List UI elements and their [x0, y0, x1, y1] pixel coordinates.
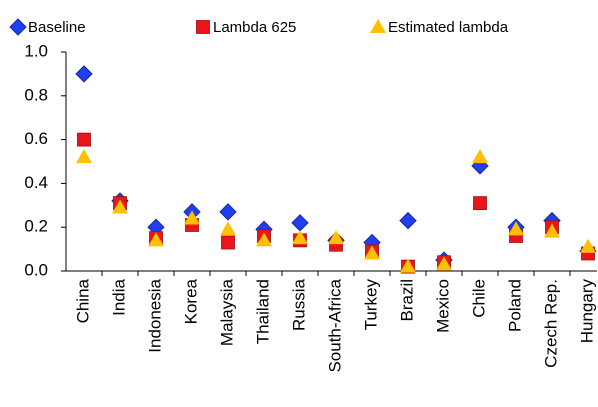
legend-marker — [9, 18, 27, 36]
x-tick-label: Brazil — [397, 279, 416, 322]
point — [221, 235, 235, 250]
y-tick-label: 0.8 — [24, 85, 48, 104]
point — [112, 199, 128, 214]
point — [292, 230, 308, 245]
legend-label: Lambda 625 — [213, 19, 296, 36]
point — [328, 230, 344, 245]
y-tick-label: 0.4 — [24, 173, 48, 192]
point — [472, 149, 488, 164]
point — [76, 149, 92, 164]
x-tick-label: China — [73, 278, 92, 323]
point — [77, 132, 91, 147]
x-tick-label: Turkey — [361, 279, 380, 331]
x-tick-label: Korea — [181, 278, 200, 324]
x-tick-label: Mexico — [433, 279, 452, 333]
point — [544, 223, 560, 238]
x-tick-label: Chile — [469, 279, 488, 318]
point — [184, 210, 200, 225]
x-tick-label: Thailand — [253, 279, 272, 344]
point — [473, 196, 487, 211]
x-tick-label: Hungary — [577, 279, 596, 344]
point — [75, 65, 93, 83]
y-tick-label: 0.6 — [24, 129, 48, 148]
x-tick-label: Poland — [505, 279, 524, 332]
x-tick-label: Indonesia — [145, 278, 164, 352]
legend-label: Estimated lambda — [388, 19, 509, 36]
x-tick-label: South-Africa — [325, 278, 344, 372]
y-tick-label: 0.2 — [24, 217, 48, 236]
legend-marker — [196, 20, 210, 34]
point — [220, 221, 236, 236]
point — [291, 214, 309, 232]
point — [364, 245, 380, 260]
point — [580, 238, 596, 253]
point — [508, 221, 524, 236]
y-tick-label: 0.0 — [24, 260, 48, 279]
point — [219, 203, 237, 221]
point — [148, 232, 164, 247]
point — [399, 211, 417, 230]
y-tick-label: 1.0 — [24, 41, 48, 60]
point — [436, 256, 452, 271]
x-tick-label: Malaysia — [217, 278, 236, 346]
x-tick-label: India — [109, 278, 128, 315]
x-tick-label: Czech Rep. — [541, 279, 560, 368]
legend-label: Baseline — [28, 19, 86, 36]
point — [256, 232, 272, 247]
legend-marker — [370, 19, 386, 33]
point — [400, 258, 416, 273]
x-tick-label: Russia — [289, 278, 308, 331]
